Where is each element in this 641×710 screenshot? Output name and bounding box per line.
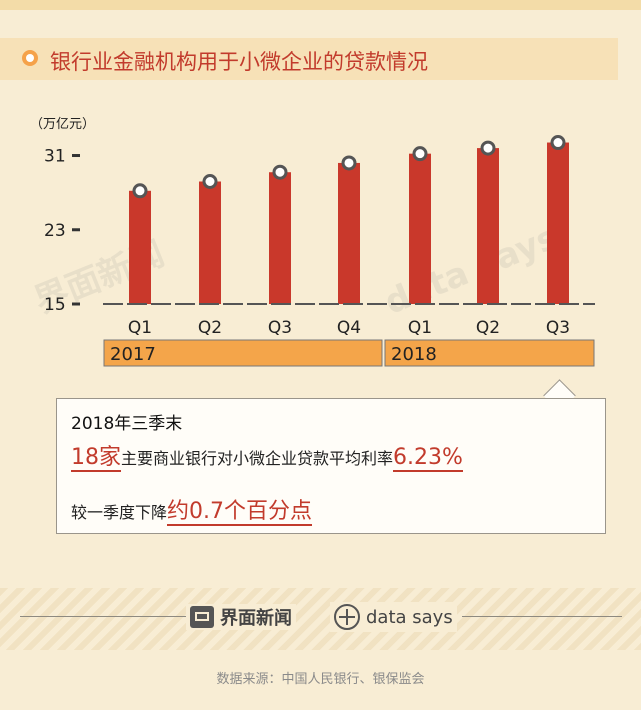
jiemian-logo-icon	[190, 606, 214, 628]
callout-rate-line: 18家主要商业银行对小微企业贷款平均利率6.23%	[71, 439, 463, 472]
bar-marker	[480, 140, 496, 156]
bar	[477, 148, 499, 304]
change-description: 较一季度下降	[71, 503, 168, 522]
title-bar: 银行业金融机构用于小微企业的贷款情况	[0, 38, 618, 80]
rate-description: 主要商业银行对小微企业贷款平均利率	[121, 449, 394, 468]
datasays-logo: data says	[330, 602, 457, 632]
bar	[338, 162, 360, 304]
y-tick-label: 23	[44, 221, 66, 241]
change-value-highlight: 约0.7个百分点	[167, 499, 313, 526]
data-source: 数据来源：中国人民银行、银保监会	[216, 672, 425, 687]
bar-marker	[550, 135, 566, 151]
x-tick-label: Q2	[476, 318, 500, 338]
x-tick-label: Q2	[198, 318, 222, 338]
callout-change-line: 较一季度下降约0.7个百分点	[71, 493, 313, 526]
x-tick-label: Q3	[546, 318, 570, 338]
datasays-logo-text: data says	[366, 606, 453, 628]
bullet-circle-icon	[22, 50, 38, 66]
bar-marker	[341, 155, 357, 171]
y-tick-label: 15	[44, 295, 66, 315]
footer-band	[0, 588, 641, 650]
year-band	[103, 339, 383, 367]
x-tick-label: Q1	[128, 318, 152, 338]
bar-chart: （万亿元） 15 23 31 Q1 Q2 Q3 Q4 Q1 Q2 Q3 2017 2018	[30, 117, 595, 367]
bar	[547, 142, 569, 304]
jiemian-logo-text: 界面新闻	[220, 608, 292, 629]
bar-marker	[272, 164, 288, 180]
callout-box: 2018年三季末 18家主要商业银行对小微企业贷款平均利率6.23% 较一季度下…	[56, 398, 606, 534]
x-tick-label: Q3	[268, 318, 292, 338]
datasays-logo-icon	[334, 604, 360, 630]
y-axis-unit: （万亿元）	[30, 117, 95, 132]
x-tick-label: Q1	[408, 318, 432, 338]
rate-value-highlight: 6.23%	[393, 445, 463, 472]
bar	[409, 153, 431, 304]
callout-heading: 2018年三季末	[71, 414, 183, 434]
bar	[269, 172, 291, 304]
jiemian-logo: 界面新闻	[186, 604, 296, 630]
x-tick-label: Q4	[337, 318, 361, 338]
year-band	[384, 339, 595, 367]
footer-rule-right	[462, 616, 622, 617]
bar-marker	[412, 146, 428, 162]
bar	[199, 181, 221, 304]
bank-count-highlight: 18家	[71, 445, 121, 472]
top-stripe	[0, 0, 641, 10]
bar	[129, 190, 151, 304]
bar-marker	[132, 183, 148, 199]
year-label: 2017	[110, 344, 156, 365]
y-tick-label: 31	[44, 147, 66, 167]
chart-title: 银行业金融机构用于小微企业的贷款情况	[50, 50, 428, 74]
year-label: 2018	[391, 344, 437, 365]
bar-marker	[202, 174, 218, 190]
footer-rule-left	[20, 616, 188, 617]
